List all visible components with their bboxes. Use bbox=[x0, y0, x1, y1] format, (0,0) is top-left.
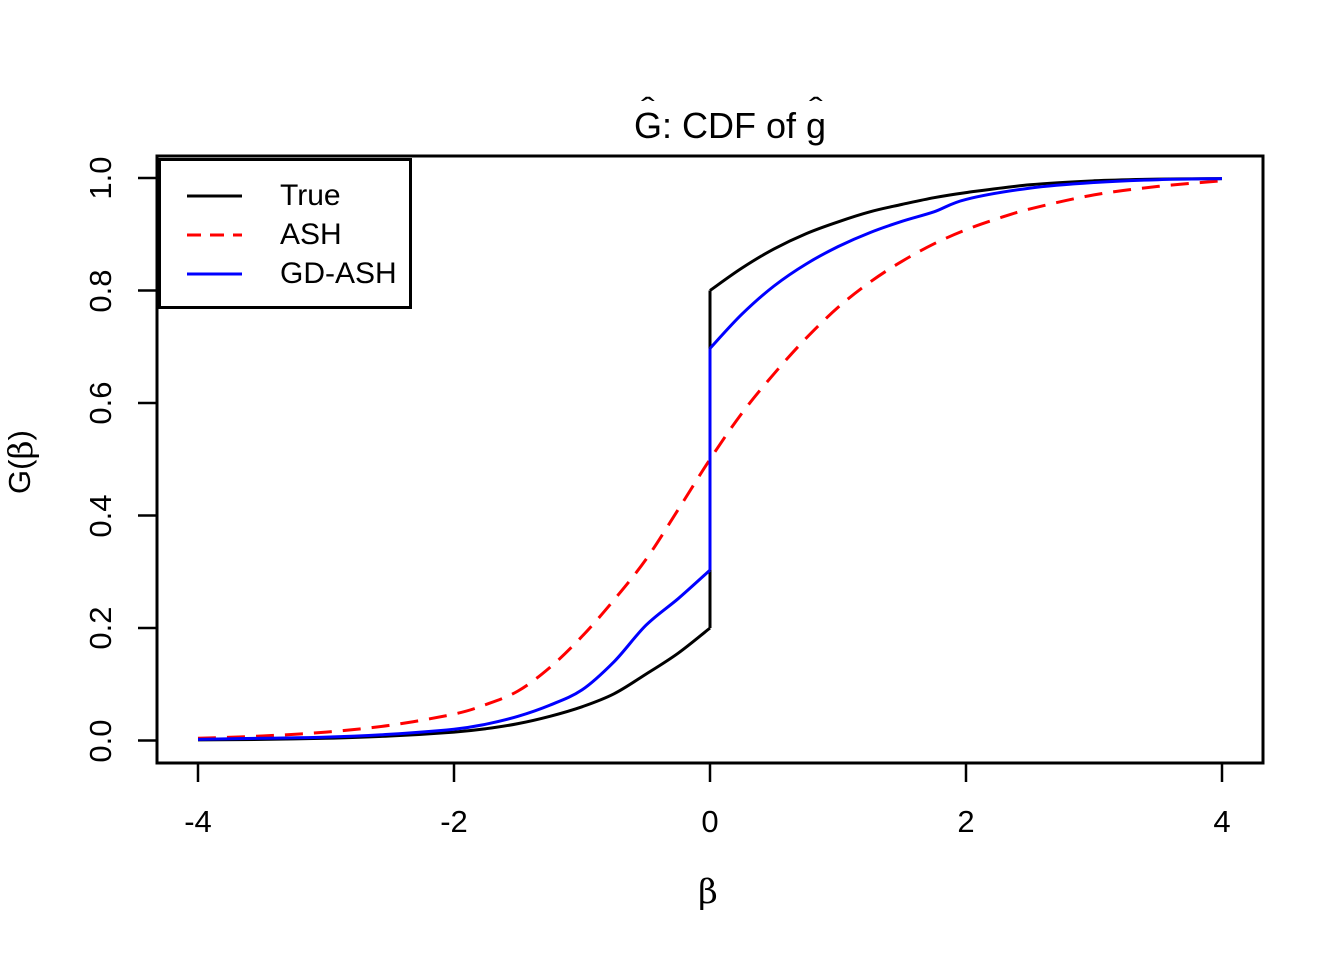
y-tick-label-0.4: 0.4 bbox=[83, 493, 118, 538]
y-tick-label-0.6: 0.6 bbox=[83, 381, 118, 425]
beta-glyph: β bbox=[0, 440, 40, 460]
y-tick-label-0.0: 0.0 bbox=[83, 718, 118, 763]
legend-label: ASH bbox=[280, 217, 342, 251]
legend-line-sample-solid bbox=[187, 272, 242, 275]
series-ash-curve bbox=[197, 179, 1223, 740]
circumflex-hat-icon: ˆ bbox=[641, 91, 655, 126]
legend-entry-gd-ash: GD-ASH bbox=[187, 254, 409, 293]
series-gd-ash-curve bbox=[197, 177, 1223, 741]
legend-box: True ASH GD-ASH bbox=[158, 158, 412, 309]
x-tick-label-2: 2 bbox=[957, 804, 975, 839]
y-tick-label-0.2: 0.2 bbox=[83, 606, 118, 650]
y-tick-label-0.8: 0.8 bbox=[83, 268, 118, 313]
x-tick-label-0: 0 bbox=[701, 804, 719, 839]
circumflex-hat-icon: ˆ bbox=[0, 476, 21, 488]
legend-entry-ash: ASH bbox=[187, 215, 409, 254]
legend-entry-true: True bbox=[187, 176, 409, 215]
y-axis-label: Gˆ(β) bbox=[0, 362, 40, 562]
legend-label: GD-ASH bbox=[280, 256, 397, 290]
legend-line-sample-solid bbox=[187, 194, 242, 197]
x-tick-label--4: -4 bbox=[184, 804, 212, 839]
x-tick-label-4: 4 bbox=[1213, 804, 1231, 839]
legend-line-sample-dashed bbox=[187, 233, 242, 236]
ylabel-g-hat: Gˆ bbox=[0, 470, 38, 494]
x-tick-label--2: -2 bbox=[440, 804, 468, 839]
legend-label: True bbox=[280, 178, 341, 212]
x-axis-label: β bbox=[698, 872, 718, 912]
circumflex-hat-icon: ˆ bbox=[809, 91, 823, 126]
y-tick-label-1.0: 1.0 bbox=[83, 156, 118, 200]
